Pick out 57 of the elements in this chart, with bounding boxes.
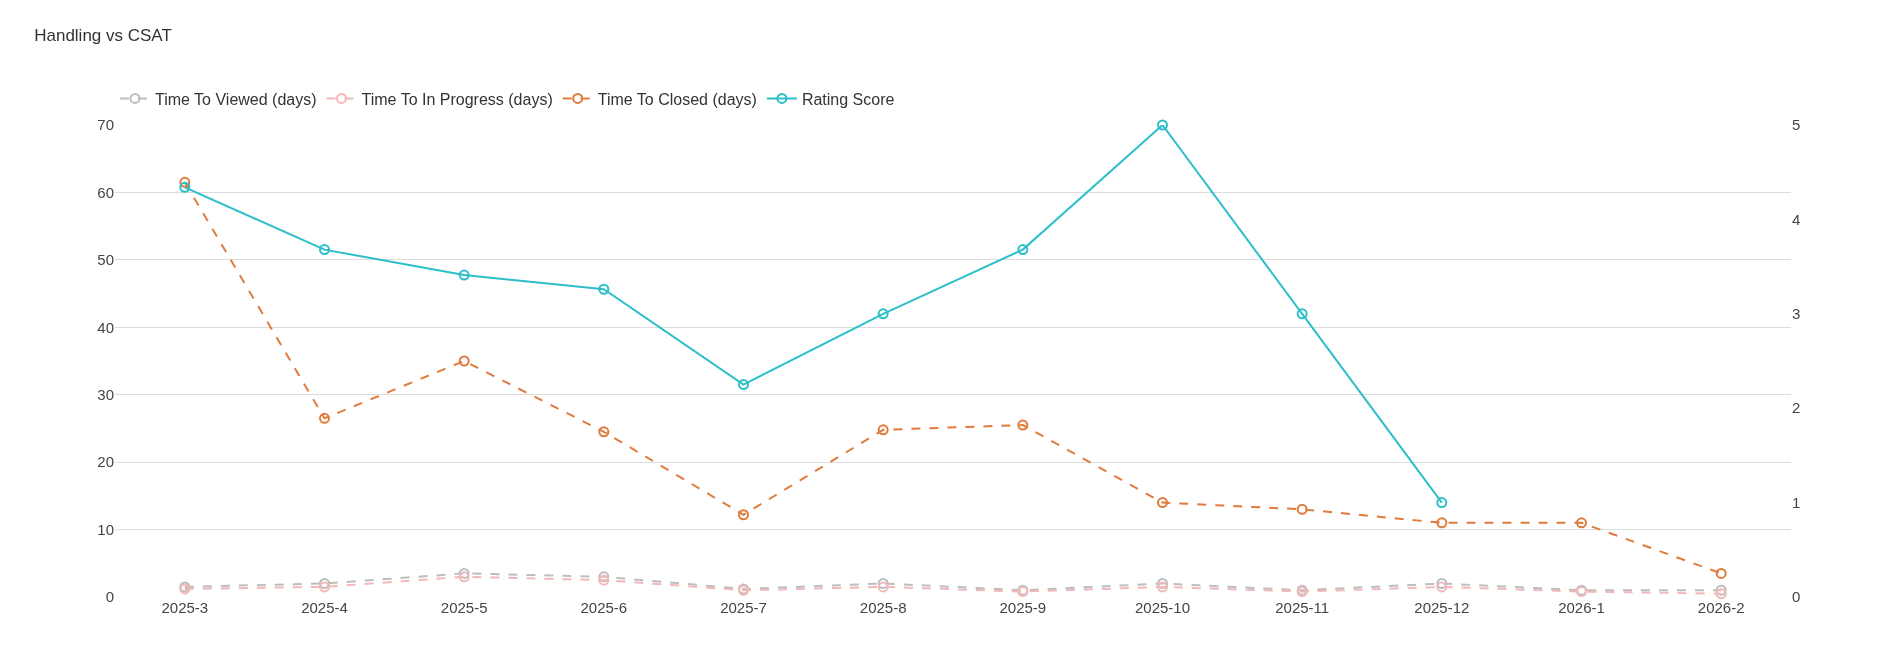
y-tick-label: 50 bbox=[97, 251, 114, 269]
x-tick-label: 2026-1 bbox=[1558, 599, 1605, 616]
point bbox=[179, 176, 191, 188]
point bbox=[458, 567, 470, 579]
x-tick-label: 2025-5 bbox=[440, 599, 488, 616]
y-tick-label: 10 bbox=[97, 520, 114, 538]
point bbox=[1017, 419, 1029, 431]
point bbox=[458, 355, 470, 367]
point bbox=[1017, 244, 1029, 256]
y-tick-label: 0 bbox=[105, 588, 114, 606]
point bbox=[1296, 308, 1308, 320]
point bbox=[319, 412, 330, 424]
y2-tick-label: 1 bbox=[1792, 493, 1801, 511]
y2-tick-label: 4 bbox=[1792, 210, 1801, 228]
legend-label: Rating Score bbox=[801, 90, 895, 108]
point bbox=[1715, 584, 1727, 596]
point bbox=[179, 181, 191, 193]
point bbox=[598, 283, 610, 295]
point bbox=[1436, 497, 1448, 509]
legend-label: Time To Closed (days) bbox=[597, 90, 757, 108]
x-tick-label: 2025-9 bbox=[999, 599, 1047, 616]
point bbox=[319, 244, 330, 256]
point bbox=[1715, 567, 1727, 579]
point bbox=[1715, 588, 1727, 600]
point bbox=[1157, 119, 1168, 131]
point bbox=[1576, 517, 1587, 529]
y2-tick-label: 0 bbox=[1792, 588, 1801, 606]
y2-tick-label: 3 bbox=[1792, 305, 1801, 323]
y2-tick-label: 5 bbox=[1792, 116, 1801, 134]
y-tick-label: 40 bbox=[97, 318, 114, 336]
legend-label: Time To Viewed (days) bbox=[155, 90, 317, 108]
chart-title: Handling vs CSAT bbox=[34, 26, 172, 46]
point bbox=[738, 379, 749, 391]
x-tick-label: 2025-10 bbox=[1134, 599, 1191, 616]
x-tick-label: 2026-2 bbox=[1697, 599, 1745, 616]
x-tick-label: 2025-3 bbox=[161, 599, 209, 616]
x-tick-label: 2025-4 bbox=[301, 599, 348, 616]
point bbox=[877, 424, 889, 436]
x-tick-label: 2025-6 bbox=[580, 599, 628, 616]
point bbox=[458, 269, 470, 281]
y-tick-label: 70 bbox=[97, 116, 114, 134]
point bbox=[1296, 503, 1308, 515]
point bbox=[1157, 497, 1168, 509]
point bbox=[738, 509, 749, 521]
x-tick-label: 2025-8 bbox=[859, 599, 907, 616]
point bbox=[458, 571, 470, 583]
legend-label: Time To In Progress (days) bbox=[361, 90, 553, 108]
y2-tick-label: 2 bbox=[1792, 399, 1801, 417]
point bbox=[877, 308, 889, 320]
x-tick-label: 2025-12 bbox=[1414, 599, 1470, 616]
point bbox=[1436, 517, 1448, 529]
x-tick-label: 2025-7 bbox=[720, 599, 767, 616]
y-tick-label: 60 bbox=[97, 183, 114, 201]
y-tick-label: 20 bbox=[97, 453, 114, 471]
x-tick-label: 2025-11 bbox=[1275, 599, 1330, 616]
y-tick-label: 30 bbox=[97, 385, 114, 403]
point bbox=[598, 426, 610, 438]
